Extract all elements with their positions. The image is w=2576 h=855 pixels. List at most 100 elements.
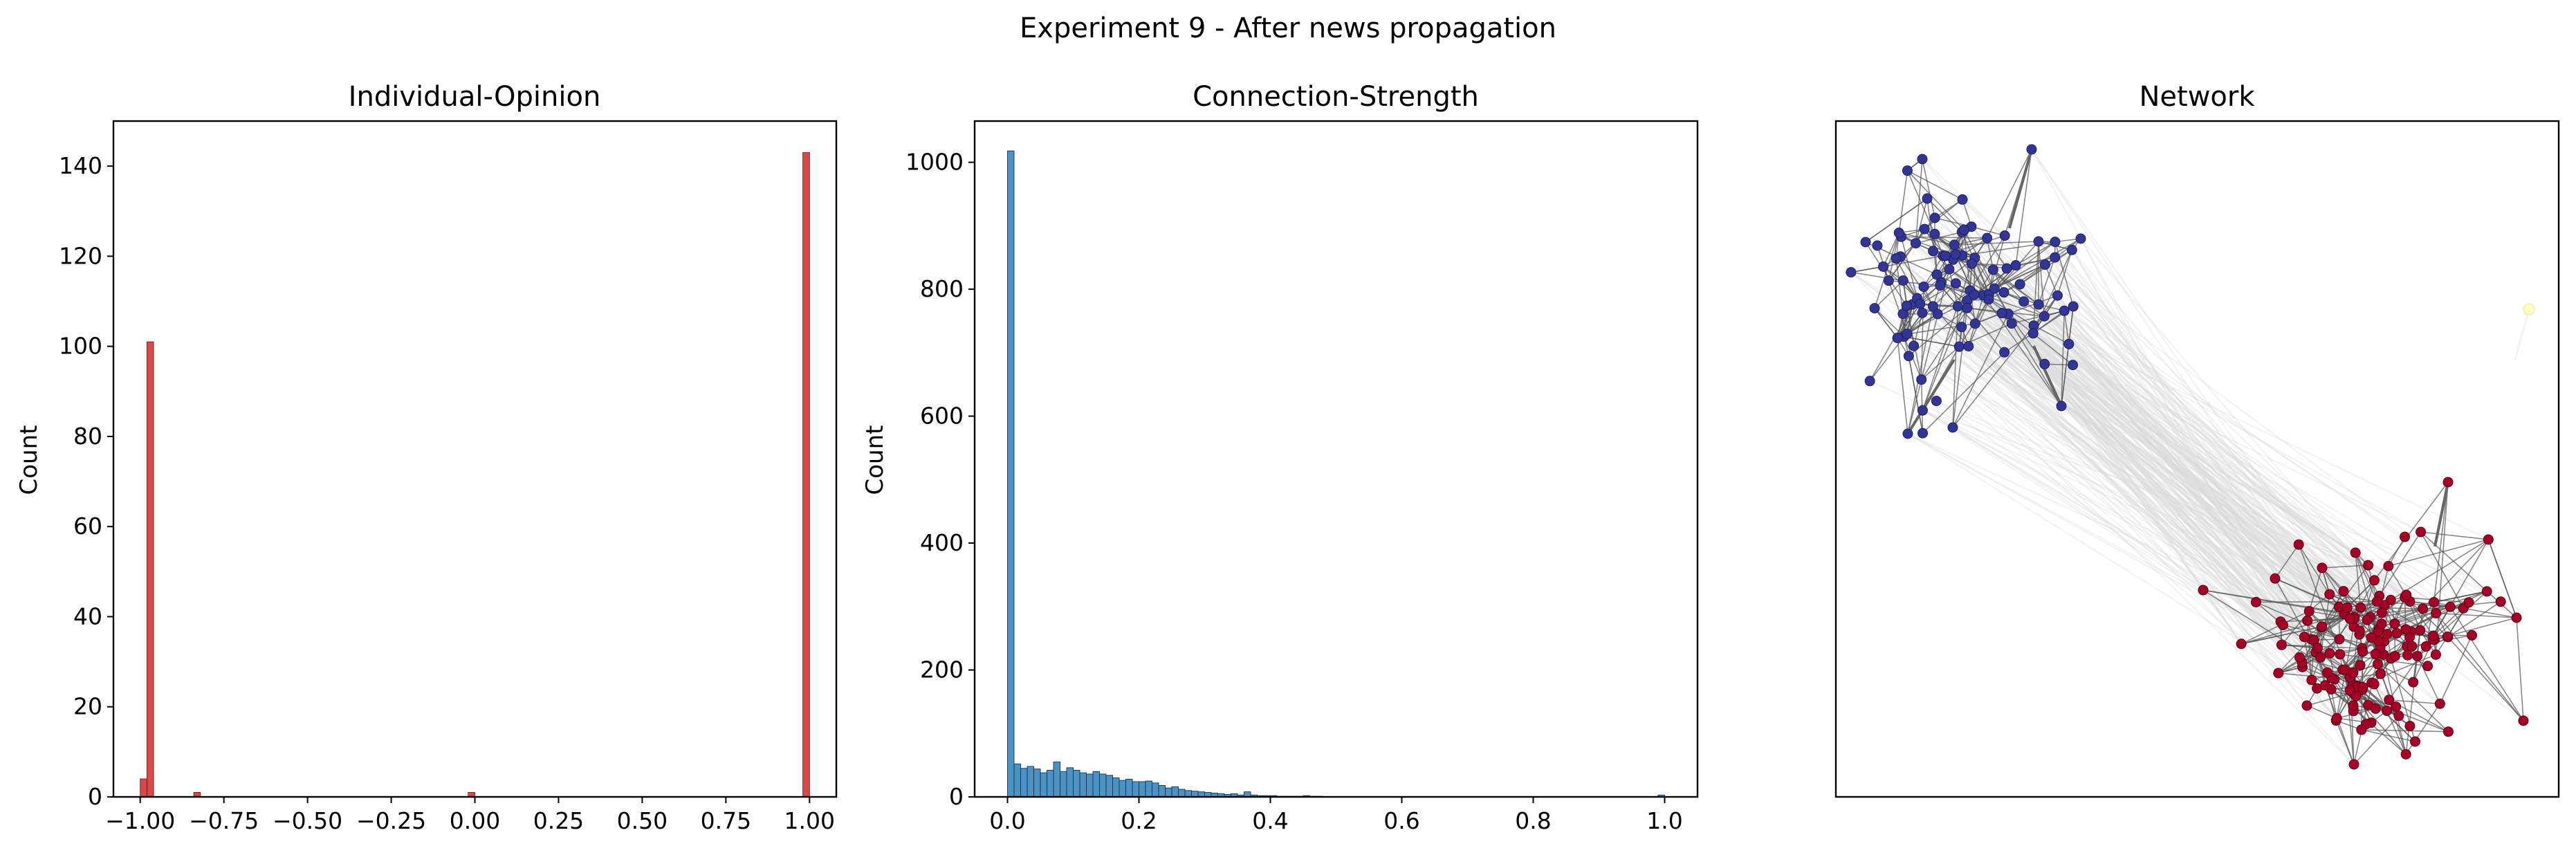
network-node	[2319, 680, 2330, 691]
network-node	[1846, 267, 1857, 278]
network-node	[2050, 252, 2061, 263]
network-edge-weak	[2061, 405, 2434, 636]
network-node	[2039, 358, 2050, 369]
network-edge	[2388, 539, 2489, 567]
opinion-ytick-label: 140	[59, 152, 102, 179]
network-edge	[2388, 536, 2406, 567]
network-edge	[2420, 531, 2464, 609]
network-node	[2422, 661, 2434, 672]
network-edge	[1982, 295, 2062, 407]
network-edge-weak	[1963, 229, 2355, 620]
network-edge	[1883, 255, 1944, 268]
network-node	[2393, 710, 2404, 721]
network-edge	[1969, 235, 2005, 291]
network-edge-weak	[1902, 313, 2312, 641]
network-node	[1864, 376, 1875, 387]
network-edge-weak	[1904, 335, 2487, 592]
network-edge-weak	[1974, 323, 2279, 674]
network-node	[2400, 624, 2411, 635]
network-node	[2375, 668, 2386, 679]
network-node	[2445, 601, 2456, 612]
network-edge	[1906, 313, 1938, 335]
network-edge	[2361, 612, 2383, 649]
network-edge	[2278, 626, 2323, 674]
network-edge-weak	[1897, 337, 2362, 730]
network-edge	[2306, 705, 2337, 719]
network-edge-weak	[1971, 263, 2242, 645]
network-edge-weak	[1955, 253, 2363, 649]
connection-xtick-label: 0.4	[1252, 807, 1288, 834]
network-edge-weak	[2054, 257, 2364, 652]
network-edge-weak	[1922, 410, 2308, 622]
network-edge	[1920, 283, 1956, 304]
opinion-bar	[802, 152, 810, 798]
network-node	[2273, 668, 2284, 679]
network-edge-weak	[2001, 313, 2279, 674]
network-node	[2382, 629, 2393, 640]
network-edge-weak	[1963, 229, 2354, 674]
network-edge	[2420, 531, 2489, 540]
network-edge	[1971, 226, 2005, 237]
network-edge-weak	[2043, 315, 2422, 533]
network-edge-weak	[1932, 306, 2328, 673]
network-node	[2371, 596, 2382, 607]
network-node	[2463, 597, 2474, 608]
network-node	[1916, 374, 1927, 385]
network-edge	[2416, 656, 2441, 704]
opinion-xtick-label: −1.00	[105, 807, 175, 834]
opinion-histogram-yticks: 0 20 40 60 80 100 120 140	[59, 152, 113, 810]
connection-bar	[1092, 771, 1100, 798]
network-edge	[2389, 699, 2440, 705]
network-edge-weak	[1974, 323, 2356, 553]
network-edge-weak	[1958, 346, 2257, 603]
network-graph	[1846, 144, 2535, 770]
network-edge	[1994, 264, 2045, 289]
connection-bar	[1060, 771, 1067, 798]
network-edge-weak	[1916, 297, 2301, 659]
network-node	[2342, 602, 2353, 613]
network-edge-weak	[1949, 268, 2379, 665]
network-edge-weak	[1957, 306, 2358, 686]
network-node	[1918, 282, 1929, 293]
network-node	[2040, 259, 2051, 270]
network-edge	[2308, 567, 2323, 612]
network-node	[1929, 228, 1940, 239]
network-edge	[2329, 594, 2361, 609]
network-edge	[2007, 313, 2074, 366]
network-edge	[2038, 257, 2056, 305]
network-edge-weak	[1949, 268, 2361, 666]
network-node	[1989, 283, 2000, 294]
connection-ytick-label: 1000	[905, 149, 964, 176]
network-edge-strong	[2434, 481, 2449, 547]
connection-xtick-label: 0.0	[989, 807, 1025, 834]
connection-xtick-label: 0.8	[1515, 807, 1551, 834]
network-node	[2400, 748, 2411, 760]
network-edge	[1898, 170, 1908, 233]
network-node	[2404, 721, 2416, 732]
network-node	[2027, 328, 2039, 339]
network-edge-weak	[1994, 288, 2367, 725]
network-edge	[1915, 198, 1928, 243]
network-node	[1958, 224, 1969, 235]
network-edge-weak	[1986, 237, 2434, 636]
network-edge	[2044, 264, 2059, 296]
network-edge-weak	[1904, 335, 2348, 609]
network-edge	[1992, 269, 2025, 302]
network-node	[2066, 244, 2077, 255]
opinion-ytick-label: 0	[88, 783, 102, 810]
network-edge-weak	[1902, 279, 2422, 533]
network-node	[2429, 597, 2440, 608]
network-edge	[2011, 323, 2062, 407]
network-edge	[2202, 589, 2345, 615]
network-node	[1996, 308, 2007, 319]
network-node	[2302, 615, 2313, 626]
network-node	[2382, 705, 2393, 716]
network-edge-weak	[1906, 169, 2382, 625]
network-edge-weak	[2001, 313, 2337, 719]
network-edge-weak	[1850, 271, 2355, 765]
connection-bar	[1145, 780, 1152, 798]
network-edge-weak	[1850, 271, 2376, 655]
network-edge-weak	[2044, 264, 2350, 619]
network-edge-strong	[2008, 149, 2033, 229]
connection-bar	[1079, 772, 1087, 798]
